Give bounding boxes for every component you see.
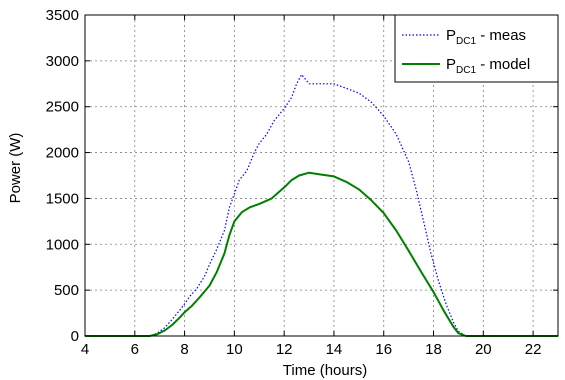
x-tick-label: 12: [276, 341, 293, 358]
y-tick-label: 2000: [46, 145, 79, 162]
x-tick-label: 4: [81, 341, 89, 358]
grid: [84, 14, 558, 337]
x-tick-label: 20: [475, 341, 492, 358]
y-tick-label: 1000: [46, 236, 79, 253]
x-tick-label: 14: [326, 341, 343, 358]
series-line-1: [85, 171, 558, 337]
x-tick-label: 10: [226, 341, 243, 358]
tick-labels: 4 6 8 10 12 14 16 18 20 22 0 500 1000 1500 2000 2500 300…: [46, 7, 542, 358]
y-tick-label: 500: [54, 282, 79, 299]
plot-frame: [84, 14, 559, 337]
y-tick-label: 1500: [46, 190, 79, 207]
series-line-0: [85, 73, 558, 337]
legend-box: [394, 14, 559, 83]
x-tick-label: 16: [375, 341, 392, 358]
y-tick-label: 3500: [46, 7, 79, 24]
x-tick-label: 18: [425, 341, 442, 358]
x-axis-label: Time (hours): [283, 362, 367, 379]
y-tick-label: 2500: [46, 99, 79, 116]
y-tick-label: 0: [71, 328, 79, 345]
y-axis-label: Power (W): [7, 133, 24, 204]
x-tick-label: 22: [525, 341, 542, 358]
x-tick-label: 6: [131, 341, 139, 358]
y-tick-label: 3000: [46, 53, 79, 70]
x-tick-label: 8: [180, 341, 188, 358]
legend-label-model: PDC1 - model: [446, 56, 530, 76]
legend-label-meas: PDC1 - meas: [446, 27, 526, 47]
legend: PDC1 - meas PDC1 - model: [394, 14, 559, 83]
series-layer: [85, 73, 558, 337]
